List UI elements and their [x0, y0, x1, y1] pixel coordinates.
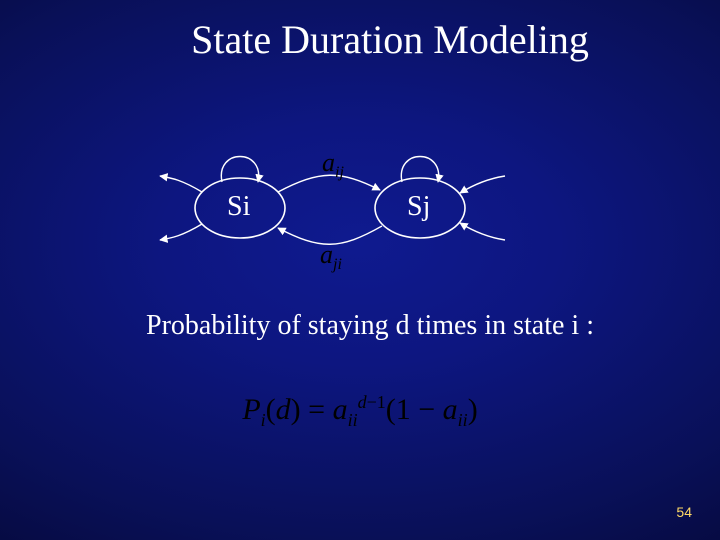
- arrow-si-out-up: [160, 176, 202, 192]
- formula-P: P: [242, 393, 260, 426]
- formula-one: 1: [396, 393, 411, 426]
- slide: State Duration Modeling: [0, 0, 720, 540]
- formula-minus: −: [411, 393, 443, 426]
- arrow-sj-in-down: [460, 223, 505, 240]
- edge-ij-sub: ij: [335, 164, 344, 181]
- formula-sup-d: d: [358, 392, 367, 412]
- state-si-label: Si: [227, 191, 250, 223]
- formula-d: d: [276, 393, 291, 426]
- slide-number: 54: [676, 504, 692, 520]
- edge-ij-a: a: [322, 148, 335, 177]
- formula-lpar: (: [266, 393, 276, 426]
- formula-sup-rest: −1: [367, 392, 386, 412]
- formula-a1sub: ii: [348, 410, 358, 430]
- edge-ji-a: a: [320, 240, 333, 269]
- probability-text: Probability of staying d times in state …: [0, 310, 720, 342]
- slide-title: State Duration Modeling: [0, 16, 720, 63]
- edge-ji-sub: ji: [333, 256, 342, 273]
- arrow-sj-in-up: [460, 176, 505, 193]
- arrow-si-out-down: [160, 224, 202, 240]
- state-sj-label: Sj: [407, 191, 430, 223]
- formula: Pi(d) = aiid−1(1 − aii): [0, 392, 720, 431]
- formula-rpar: ): [291, 393, 301, 426]
- state-diagram: Si Sj aij aji: [160, 128, 520, 288]
- formula-rpar2: ): [468, 393, 478, 426]
- formula-a2: a: [443, 393, 458, 426]
- formula-lpar2: (: [386, 393, 396, 426]
- formula-a1: a: [333, 393, 348, 426]
- edge-ji-label: aji: [320, 240, 342, 274]
- formula-eq: =: [301, 393, 333, 426]
- edge-ij-label: aij: [322, 148, 344, 182]
- formula-a2sub: ii: [458, 410, 468, 430]
